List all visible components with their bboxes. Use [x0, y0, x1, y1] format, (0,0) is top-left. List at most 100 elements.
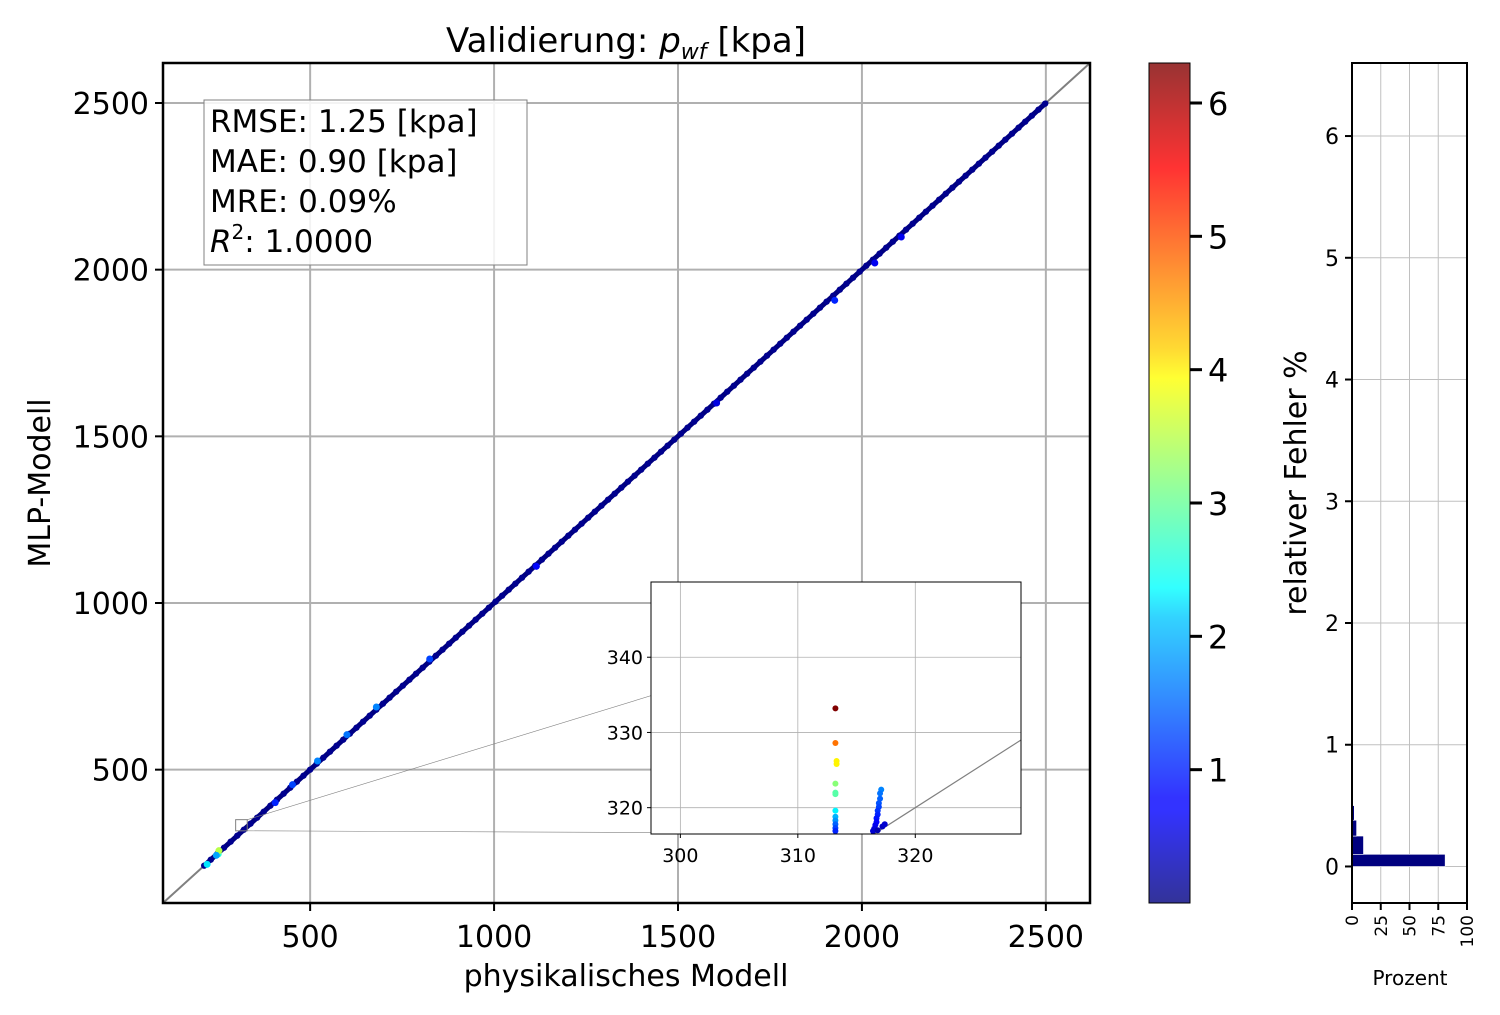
histogram-x-axis-label: Prozent: [1372, 966, 1447, 990]
main-scatter-point: [326, 748, 334, 755]
main-outlier-point: [831, 296, 839, 304]
main-scatter-point: [565, 532, 572, 539]
colorbar-tick-label: 3: [1208, 485, 1228, 523]
histogram-y-tick-label: 6: [1325, 125, 1339, 150]
main-outlier-point: [314, 757, 321, 765]
main-scatter-point: [227, 838, 234, 845]
inset-scatter-point: [832, 827, 839, 834]
stats-mre: MRE: 0.09%: [210, 184, 397, 220]
main-scatter-point: [1028, 112, 1036, 119]
main-scatter-point: [717, 394, 724, 401]
main-scatter-point: [247, 820, 254, 827]
main-outlier-point: [288, 781, 296, 789]
main-scatter-point: [929, 202, 936, 209]
main-scatter-point: [657, 448, 665, 455]
main-scatter-point: [651, 454, 658, 461]
histogram-y-ticks: 0 1 2 3 4 5 6: [1325, 125, 1352, 880]
main-scatter-point: [220, 844, 228, 851]
main-scatter-point: [479, 610, 486, 617]
main-scatter-point: [644, 460, 652, 467]
main-scatter-point: [306, 766, 314, 773]
main-scatter-point: [472, 616, 479, 623]
stats-rmse: RMSE: 1.25 [kpa]: [210, 104, 478, 140]
inset-y-tick-label: 340: [607, 647, 643, 669]
main-y-tick-label: 2000: [73, 254, 149, 289]
histogram-y-tick-label: 0: [1325, 855, 1339, 880]
main-scatter-point: [591, 508, 599, 515]
stats-r2: R2: 1.0000: [210, 220, 373, 260]
main-y-axis-label: MLP-Modell: [23, 398, 58, 567]
histogram-y-tick-label: 4: [1325, 369, 1339, 394]
main-scatter-point: [419, 664, 426, 671]
main-scatter-point: [399, 682, 407, 689]
main-scatter-point: [340, 736, 347, 743]
main-y-tick-label: 500: [92, 754, 149, 789]
colorbar-frame: [1148, 62, 1191, 904]
main-x-tick-label: 1000: [456, 920, 532, 955]
main-scatter-point: [366, 712, 373, 719]
main-x-tick-label: 1500: [640, 920, 716, 955]
main-scatter-point: [598, 502, 605, 509]
histogram-x-ticks: 0 25 50 75 100: [1343, 903, 1478, 947]
main-outlier-point: [203, 860, 211, 868]
histogram: 0 25 50 75 100 0 1 2 3 4 5 6 Prozent: [1325, 62, 1478, 990]
main-scatter-point: [571, 526, 579, 533]
colorbar: 1 2 3 4 5 6 relativer Fehler %: [1148, 62, 1314, 904]
stats-box-frame: [203, 99, 528, 266]
main-scatter-point: [585, 514, 592, 521]
main-scatter-point: [671, 436, 678, 443]
inset-scatter-point: [832, 705, 839, 712]
inset-scatter-point: [832, 807, 839, 814]
main-scatter-point: [525, 568, 532, 575]
colorbar-tick-label: 5: [1208, 218, 1228, 256]
histogram-y-tick-label: 2: [1325, 612, 1339, 637]
inset-scatter-point: [877, 795, 884, 802]
stats-mae: MAE: 0.90 [kpa]: [210, 144, 458, 180]
main-scatter-point: [386, 694, 393, 701]
histogram-y-tick-label: 5: [1325, 247, 1339, 272]
inset-grid: [651, 582, 1021, 834]
main-x-tick-label: 2000: [824, 920, 900, 955]
main-scatter-points: [201, 100, 1049, 869]
main-scatter-point: [856, 268, 863, 275]
main-scatter-point: [406, 676, 413, 683]
main-scatter-point: [253, 814, 261, 821]
main-scatter-point: [578, 520, 585, 527]
main-scatter-point: [909, 220, 916, 227]
main-scatter-point: [816, 304, 824, 311]
main-scatter-point: [863, 262, 870, 269]
colorbar-tick-label: 4: [1208, 352, 1228, 390]
colorbar-tick-label: 2: [1208, 618, 1228, 656]
histogram-x-tick-label: 0: [1343, 915, 1363, 926]
main-scatter-point: [955, 178, 963, 185]
zoom-indicator-box: [235, 819, 248, 832]
main-x-tick-label: 2500: [1008, 920, 1084, 955]
main-scatter-point: [704, 406, 711, 413]
main-scatter-point: [969, 166, 976, 173]
main-scatter-point: [260, 808, 267, 815]
colorbar-tick-label: 6: [1208, 85, 1228, 123]
colorbar-label: relativer Fehler %: [1279, 350, 1314, 615]
main-scatter-point: [697, 412, 705, 419]
main-scatter-point: [982, 154, 989, 161]
main-scatter-point: [876, 250, 883, 257]
main-scatter-point: [935, 196, 943, 203]
inset-scatter-point: [832, 791, 839, 798]
main-scatter-point: [618, 484, 625, 491]
main-x-tick-label: 500: [282, 920, 339, 955]
main-scatter-point: [836, 286, 844, 293]
main-scatter-point: [790, 328, 797, 335]
main-scatter-point: [988, 148, 996, 155]
main-scatter-point: [810, 310, 817, 317]
main-y-tick-label: 1500: [73, 420, 149, 455]
inset-scatter-point: [832, 780, 839, 787]
main-scatter-point: [485, 604, 493, 611]
main-scatter-point: [512, 580, 519, 587]
colorbar-gradient: [1149, 63, 1190, 903]
main-scatter-point: [995, 142, 1002, 149]
histogram-x-tick-label: 75: [1429, 915, 1449, 937]
main-scatter-point: [538, 556, 546, 563]
main-scatter-point: [949, 184, 956, 191]
main-scatter-point: [498, 592, 506, 599]
